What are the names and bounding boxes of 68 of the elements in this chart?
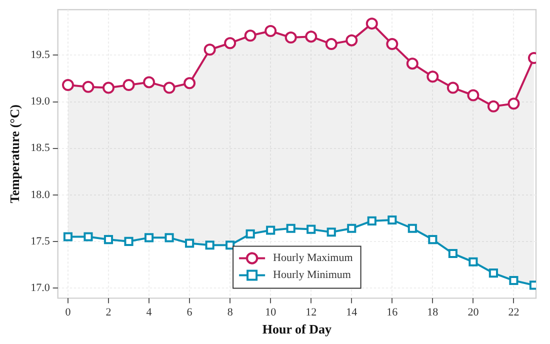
y-tick-label: 19.0 bbox=[30, 96, 50, 108]
point bbox=[82, 80, 94, 93]
legend-label: Hourly Minimum bbox=[273, 269, 352, 282]
point bbox=[426, 70, 439, 83]
y-tick-label: 18.0 bbox=[30, 188, 50, 201]
x-tick-label: 4 bbox=[146, 306, 152, 319]
point bbox=[122, 79, 135, 92]
point bbox=[204, 44, 216, 56]
point bbox=[347, 224, 356, 233]
point bbox=[63, 232, 73, 242]
x-axis-title: Hour of Day bbox=[262, 322, 332, 337]
point bbox=[488, 268, 498, 278]
point bbox=[144, 233, 154, 242]
x-tick-label: 2 bbox=[106, 306, 112, 319]
x-tick-label: 10 bbox=[265, 306, 277, 319]
x-tick-label: 14 bbox=[346, 306, 358, 319]
x-tick-label: 0 bbox=[65, 306, 72, 319]
y-tick-label: 17.5 bbox=[30, 235, 50, 248]
point bbox=[62, 79, 74, 92]
x-tick-label: 6 bbox=[186, 306, 193, 319]
x-tick-label: 20 bbox=[468, 306, 480, 319]
x-tick-label: 16 bbox=[386, 306, 398, 319]
point bbox=[264, 25, 277, 38]
point bbox=[406, 58, 418, 70]
legend-label: Hourly Maximum bbox=[273, 252, 354, 264]
point bbox=[346, 34, 358, 46]
point bbox=[164, 233, 174, 242]
point bbox=[266, 226, 276, 235]
point bbox=[305, 30, 318, 43]
point bbox=[428, 235, 438, 244]
x-tick-label: 8 bbox=[227, 306, 234, 319]
y-tick-label: 19.5 bbox=[30, 49, 50, 62]
point bbox=[487, 100, 500, 112]
point bbox=[446, 82, 459, 94]
point bbox=[143, 76, 156, 88]
point bbox=[388, 215, 397, 225]
y-tick-label: 17.0 bbox=[30, 282, 50, 294]
point bbox=[84, 232, 93, 242]
point bbox=[467, 89, 480, 102]
x-tick-label: 22 bbox=[508, 306, 520, 319]
point bbox=[325, 38, 338, 50]
point bbox=[286, 224, 296, 233]
point bbox=[226, 240, 235, 250]
y-tick-label: 18.5 bbox=[30, 142, 50, 154]
point bbox=[104, 235, 114, 244]
y-axis-title: Temperature (°C) bbox=[7, 104, 22, 204]
point bbox=[326, 228, 336, 237]
point bbox=[306, 224, 316, 234]
point bbox=[102, 82, 114, 94]
point bbox=[508, 98, 520, 110]
point bbox=[205, 240, 214, 250]
point bbox=[185, 238, 194, 248]
point bbox=[224, 37, 236, 50]
point bbox=[367, 216, 376, 226]
point bbox=[244, 30, 256, 42]
x-tick-label: 12 bbox=[306, 306, 317, 319]
point bbox=[386, 38, 398, 50]
point bbox=[163, 82, 176, 94]
point bbox=[448, 248, 458, 258]
point bbox=[124, 236, 134, 246]
point bbox=[246, 229, 255, 238]
point bbox=[408, 224, 417, 233]
point bbox=[184, 77, 196, 90]
point bbox=[366, 18, 378, 30]
x-tick-label: 18 bbox=[427, 306, 439, 319]
point bbox=[468, 257, 478, 266]
point bbox=[509, 276, 518, 286]
point bbox=[284, 32, 297, 44]
